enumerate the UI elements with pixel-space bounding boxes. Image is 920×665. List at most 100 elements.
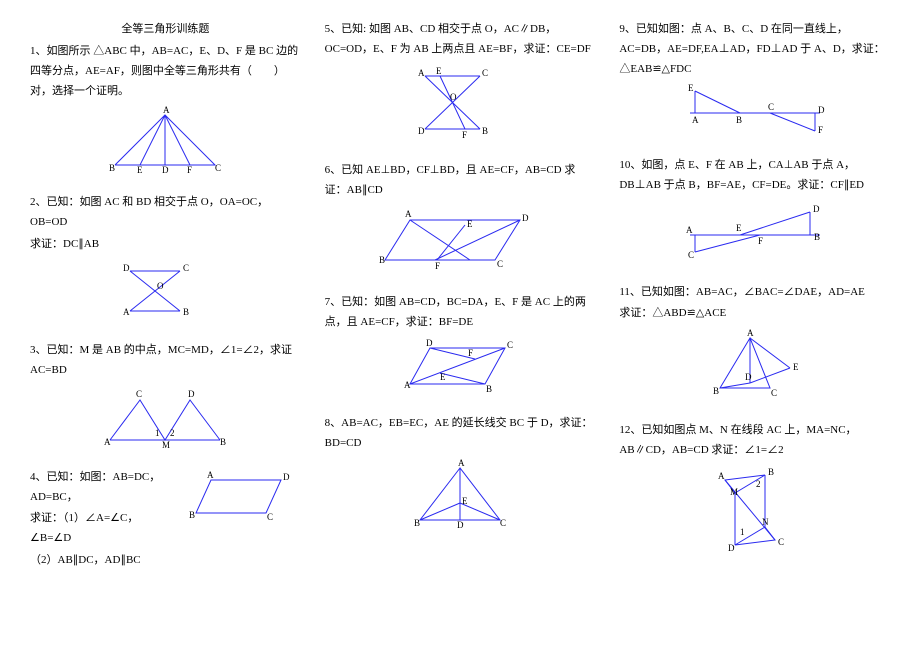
svg-text:B: B [713,386,719,396]
svg-text:F: F [468,348,473,358]
column-2: 5、已知: 如图 AB、CD 相交于点 O，AC∥DB，OC=OD，E、F 为 … [325,20,596,583]
svg-text:M: M [730,487,738,497]
svg-text:D: D [283,472,290,482]
page-columns: 全等三角形训练题 1、如图所示 △ABC 中，AB=AC，E、D、F 是 BC … [30,20,890,583]
svg-text:A: A [207,470,214,480]
problem-9: 9、已知如图：点 A、B、C、D 在同一直线上，AC=DB，AE=DF,EA⊥A… [619,20,890,146]
figure-9: E A B C D F [619,83,890,146]
figure-5: A E C O F D B [325,64,596,152]
svg-text:B: B [220,437,226,447]
problem-2: 2、已知：如图 AC 和 BD 相交于点 O，OA=OC，OB=OD 求证：DC… [30,193,301,331]
figure-6: A E D B F C [325,205,596,283]
figure-6-svg: A E D B F C [375,205,545,275]
svg-text:C: C [688,250,694,260]
problem-9-text: 9、已知如图：点 A、B、C、D 在同一直线上，AC=DB，AE=DF,EA⊥A… [619,20,890,79]
svg-text:B: B [768,467,774,477]
svg-text:D: D [188,389,195,399]
problem-2-text-b: 求证：DC∥AB [30,235,301,255]
svg-text:F: F [435,261,440,271]
svg-text:D: D [818,105,825,115]
svg-text:C: C [267,512,273,522]
svg-text:F: F [818,125,823,135]
svg-text:A: A [405,209,412,219]
figure-11-svg: A E D B C [695,328,815,403]
svg-text:B: B [379,255,385,265]
svg-text:O: O [450,92,457,102]
svg-text:B: B [482,126,488,136]
svg-text:B: B [736,115,742,125]
column-3: 9、已知如图：点 A、B、C、D 在同一直线上，AC=DB，AE=DF,EA⊥A… [619,20,890,583]
svg-text:E: E [462,496,468,506]
problem-3-text: 3、已知：M 是 AB 的中点，MC=MD，∠1=∠2，求证 AC=BD [30,341,301,381]
figure-1: A B E D F C [30,105,301,183]
svg-text:C: C [136,389,142,399]
problem-12: 12、已知如图点 M、N 在线段 AC 上，MA=NC，AB∥CD，AB=CD … [619,421,890,562]
problem-1: 1、如图所示 △ABC 中，AB=AC，E、D、F 是 BC 边的四等分点，AE… [30,42,301,183]
svg-text:M: M [162,440,170,450]
svg-text:D: D [457,520,464,530]
svg-text:A: A [718,471,725,481]
figure-8: A E B D C [325,458,596,541]
figure-3: C D A 1 2 M B [30,385,301,458]
svg-text:C: C [215,163,221,173]
problem-7-text: 7、已知：如图 AB=CD，BC=DA，E、F 是 AC 上的两点，且 AE=C… [325,293,596,333]
problem-12-text: 12、已知如图点 M、N 在线段 AC 上，MA=NC，AB∥CD，AB=CD … [619,421,890,461]
svg-text:B: B [189,510,195,520]
svg-text:E: E [688,83,694,93]
svg-text:A: A [163,105,170,115]
figure-12: A M B 2 N 1 D C [619,465,890,563]
svg-text:C: C [778,537,784,547]
svg-text:C: C [507,340,513,350]
svg-text:B: B [486,384,492,394]
problem-6-text: 6、已知 AE⊥BD，CF⊥BD，且 AE=CF，AB=CD 求证：AB∥CD [325,161,596,201]
svg-text:C: C [768,102,774,112]
problem-5-text: 5、已知: 如图 AB、CD 相交于点 O，AC∥DB，OC=OD，E、F 为 … [325,20,596,60]
svg-text:1: 1 [155,428,160,438]
svg-text:A: A [404,380,411,390]
svg-text:1: 1 [740,527,745,537]
svg-text:E: E [467,219,473,229]
svg-text:A: A [692,115,699,125]
problem-2-text-a: 2、已知：如图 AC 和 BD 相交于点 O，OA=OC，OB=OD [30,193,301,233]
problem-6: 6、已知 AE⊥BD，CF⊥BD，且 AE=CF，AB=CD 求证：AB∥CD … [325,161,596,282]
svg-text:F: F [187,165,192,175]
problem-10-text: 10、如图，点 E、F 在 AB 上，CA⊥AB 于点 A，DB⊥AB 于点 B… [619,156,890,196]
problem-10: 10、如图，点 E、F 在 AB 上，CA⊥AB 于点 A，DB⊥AB 于点 B… [619,156,890,272]
svg-text:C: C [497,259,503,269]
svg-text:A: A [686,225,693,235]
problem-4-text-b: 求证：（1）∠A=∠C，∠B=∠D [30,509,173,549]
column-1: 全等三角形训练题 1、如图所示 △ABC 中，AB=AC，E、D、F 是 BC … [30,20,301,583]
doc-title: 全等三角形训练题 [30,20,301,36]
figure-11: A E D B C [619,328,890,411]
figure-7-svg: D F C A E B [390,336,530,396]
svg-text:B: B [109,163,115,173]
problem-8: 8、AB=AC，EB=EC，AE 的延长线交 BC 于 D，求证：BD=CD A… [325,414,596,540]
problem-4-text-a: 4、已知：如图：AB=DC，AD=BC， [30,468,173,508]
svg-text:D: D [123,263,130,273]
problem-8-text: 8、AB=AC，EB=EC，AE 的延长线交 BC 于 D，求证：BD=CD [325,414,596,454]
svg-text:O: O [157,281,164,291]
svg-text:B: B [183,307,189,317]
problem-7: 7、已知：如图 AB=CD，BC=DA，E、F 是 AC 上的两点，且 AE=C… [325,293,596,404]
figure-5-svg: A E C O F D B [400,64,520,144]
figure-9-svg: E A B C D F [670,83,840,138]
svg-text:D: D [813,204,820,214]
svg-text:C: C [771,388,777,398]
figure-3-svg: C D A 1 2 M B [90,385,240,450]
svg-text:F: F [462,130,467,140]
svg-text:A: A [458,458,465,468]
svg-text:C: C [482,68,488,78]
problem-4-text-c: （2）AB∥DC，AD∥BC [30,551,173,571]
figure-10: A C E F D B [619,200,890,273]
svg-text:2: 2 [756,479,761,489]
problem-4: 4、已知：如图：AB=DC，AD=BC， 求证：（1）∠A=∠C，∠B=∠D （… [30,468,301,573]
svg-text:A: A [123,307,130,317]
svg-text:A: A [418,68,425,78]
figure-4-svg: A D B C [181,468,301,523]
svg-text:D: D [418,126,425,136]
figure-8-svg: A E B D C [400,458,520,533]
svg-text:C: C [183,263,189,273]
problem-1-text: 1、如图所示 △ABC 中，AB=AC，E、D、F 是 BC 边的四等分点，AE… [30,42,301,101]
svg-text:E: E [736,223,742,233]
figure-10-svg: A C E F D B [670,200,840,265]
